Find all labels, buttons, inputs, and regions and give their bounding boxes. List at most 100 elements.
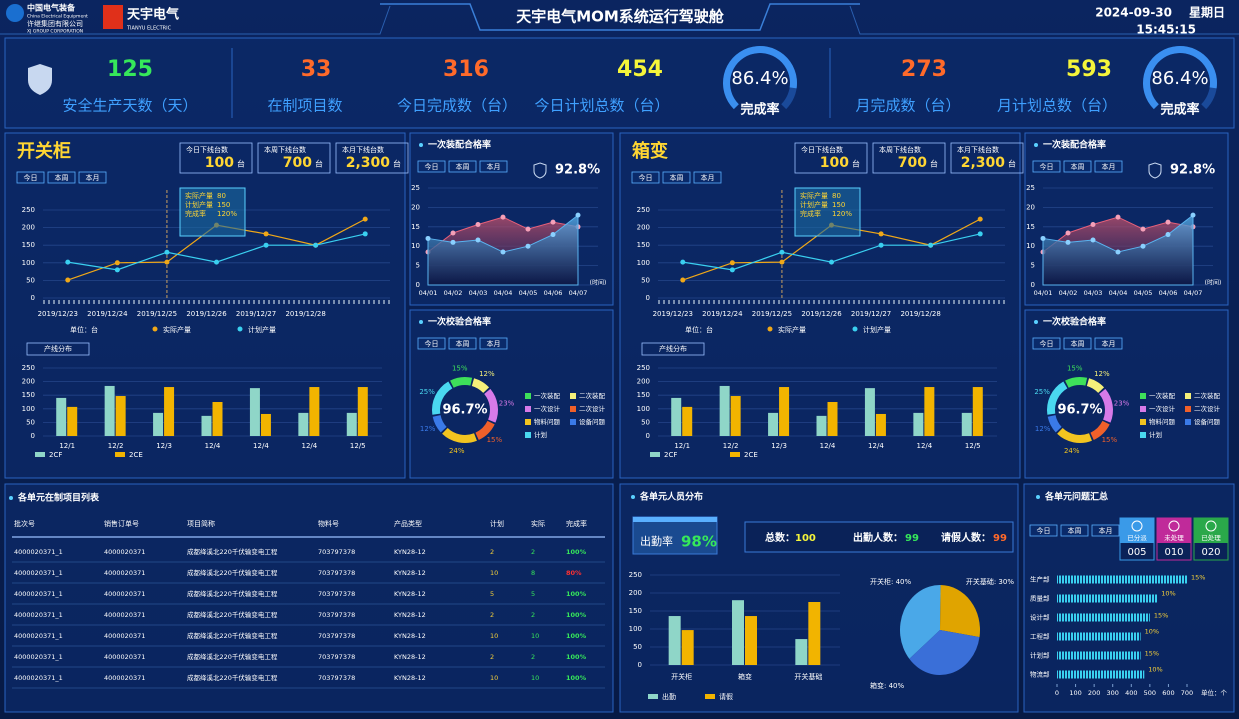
badge-icon [1168,520,1180,532]
tab[interactable] [1094,160,1123,173]
tab[interactable] [1094,337,1123,350]
hbar [1057,575,1187,584]
cell: 100% [566,632,587,640]
y-tick-label: 10 [411,242,420,250]
legend-swatch [1140,406,1146,412]
cell: 100% [566,590,587,598]
label: 本周下线台数 [264,145,306,154]
tab[interactable] [417,160,446,173]
gauge-value: 86.4% [731,68,788,89]
x-tick-label: 开关基础 [794,672,822,681]
trend-point [263,231,269,237]
x-tick-label: 2019/12/23 [38,310,78,318]
donut-slice [1057,428,1092,443]
cell: 成都绛溪北220千伏输变电工程 [187,610,278,619]
tab[interactable] [662,171,691,184]
cell: 4000020371 [104,653,145,661]
bar [808,602,821,665]
x-tick-label: 12/5 [965,442,981,450]
unit-label: 单位：个 [1201,688,1228,697]
x-tick-label: 2019/12/26 [801,310,842,318]
tab[interactable] [1091,524,1120,537]
panel [4,37,1235,129]
tab[interactable] [16,171,45,184]
subtitle: 产线分布 [44,344,72,353]
stat-value: 700 [898,155,927,171]
bar [732,600,744,665]
cell: 4000020371_1 [14,590,63,598]
cell: 4000020371_1 [14,569,63,577]
tab-label: 今日 [24,173,38,182]
slice-label: 25% [419,388,435,396]
tab[interactable] [1032,337,1061,350]
tab[interactable] [631,171,660,184]
slice-label: 12% [1035,425,1051,433]
tab[interactable] [417,337,446,350]
label: 台 [315,159,323,169]
x-tick-label: 2019/12/24 [87,310,128,318]
trend-point [928,242,934,248]
label: 98% [681,533,717,551]
subtitle-box [26,342,90,356]
legend-swatch [570,419,576,425]
tab[interactable] [693,171,722,184]
trend-point [977,216,983,222]
tab[interactable] [1029,524,1058,537]
stats-box [744,521,1014,553]
trend-point [779,249,785,255]
label: 台 [393,159,401,169]
panel-title: 开关柜 [17,140,71,162]
column-header: 实际 [531,519,545,528]
y-tick-label: 150 [637,241,650,249]
tab[interactable] [1060,524,1089,537]
label: 80 [832,192,841,200]
donut-slice [442,428,477,443]
stat-box [335,142,409,174]
tab[interactable] [1063,160,1092,173]
page-title: 天宇电气MOM系统运行驾驶舱 [516,8,725,26]
tab[interactable] [448,337,477,350]
slice-label: 12% [479,370,495,378]
cell: 703797378 [318,632,355,640]
y-tick-label: 50 [641,276,650,284]
trend-point [362,231,368,237]
title-dot [1036,495,1040,499]
tab[interactable] [78,171,107,184]
x-tick-label: 12/3 [156,442,172,450]
legend-label: 计划产量 [248,325,276,334]
tab-label: 本周 [1068,526,1082,535]
label: 台 [237,159,245,169]
x-tick-label: 100 [1069,689,1081,697]
tab[interactable] [479,337,508,350]
tab-label: 今日 [1040,339,1054,348]
panel-title: 各单元问题汇总 [1044,491,1108,503]
tab[interactable] [479,160,508,173]
trend-point [729,260,735,266]
x-tick-label: 2019/12/25 [137,310,177,318]
y-tick-label: 物流部 [1030,670,1050,679]
donut-slice [432,381,453,415]
label: 天宇电气 [127,7,179,23]
panel-title: 箱变 [632,140,668,162]
y-tick-label: 50 [641,418,650,426]
cell: 4000020371 [104,569,145,577]
subtitle-box [641,342,705,356]
x-tick-label: 04/03 [1084,289,1103,297]
y-tick-label: 100 [637,405,650,413]
cell: 10 [490,569,498,577]
legend-label: 一次装配 [1149,391,1176,400]
gauge-arc [1143,45,1217,110]
label: XJ GROUP CORPORATION [27,29,83,35]
donut-slice [1099,388,1113,423]
y-tick-label: 200 [637,378,650,386]
tab[interactable] [1032,160,1061,173]
y-tick-label: 工程部 [1030,632,1050,641]
y-tick-label: 计划部 [1030,651,1050,660]
tab[interactable] [1063,337,1092,350]
tab-label: 本周 [670,173,684,182]
tab[interactable] [448,160,477,173]
x-tick-label: 04/04 [494,289,513,297]
y-tick-label: 200 [629,589,642,597]
tab[interactable] [47,171,76,184]
hbar [1057,613,1150,622]
